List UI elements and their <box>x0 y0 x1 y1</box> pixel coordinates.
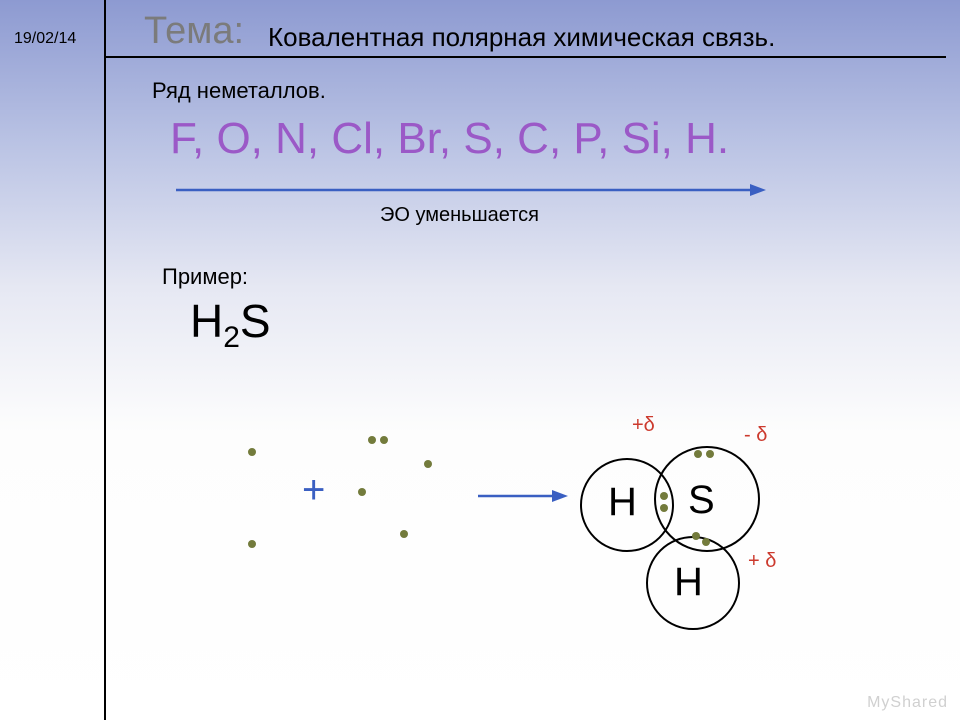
topic-title: Ковалентная полярная химическая связь. <box>268 22 775 53</box>
electron-dot <box>248 540 256 548</box>
electron-dot <box>424 460 432 468</box>
electron-dot <box>380 436 388 444</box>
electron-dot <box>660 492 668 500</box>
delta-h1: +δ <box>632 414 655 437</box>
element-series: F, O, N, Cl, Br, S, C, P, Si, H. <box>170 114 729 164</box>
atom-h1: H <box>608 480 637 525</box>
atom-h2: H <box>674 560 703 605</box>
electron-dot <box>702 538 710 546</box>
formula-h2s: H2S <box>190 294 271 355</box>
reaction-arrow <box>478 486 568 506</box>
date-text: 19/02/14 <box>14 30 76 48</box>
bonded-molecule-diagram: HSH+δ- δ+ δ <box>580 420 840 680</box>
formula-h: H <box>190 295 223 347</box>
formula-s: S <box>240 295 271 347</box>
eo-arrow <box>176 180 766 200</box>
electron-dot <box>692 532 700 540</box>
vertical-divider <box>104 0 106 720</box>
delta-h2: + δ <box>748 550 776 573</box>
formula-subscript: 2 <box>223 321 240 354</box>
subtitle: Ряд неметаллов. <box>152 78 326 104</box>
eo-decreases-label: ЭО уменьшается <box>380 204 539 227</box>
horizontal-divider <box>104 56 946 58</box>
electron-dot <box>706 450 714 458</box>
atom-s: S <box>688 478 715 523</box>
example-label: Пример: <box>162 264 248 290</box>
electron-dot <box>248 448 256 456</box>
watermark: MyShared <box>867 694 948 712</box>
plus-sign: + <box>302 468 325 513</box>
electron-dot <box>358 488 366 496</box>
electron-dot <box>660 504 668 512</box>
electron-dot <box>368 436 376 444</box>
electron-dot <box>694 450 702 458</box>
delta-s: - δ <box>744 424 767 447</box>
electron-dot <box>400 530 408 538</box>
topic-label: Тема: <box>144 10 244 53</box>
